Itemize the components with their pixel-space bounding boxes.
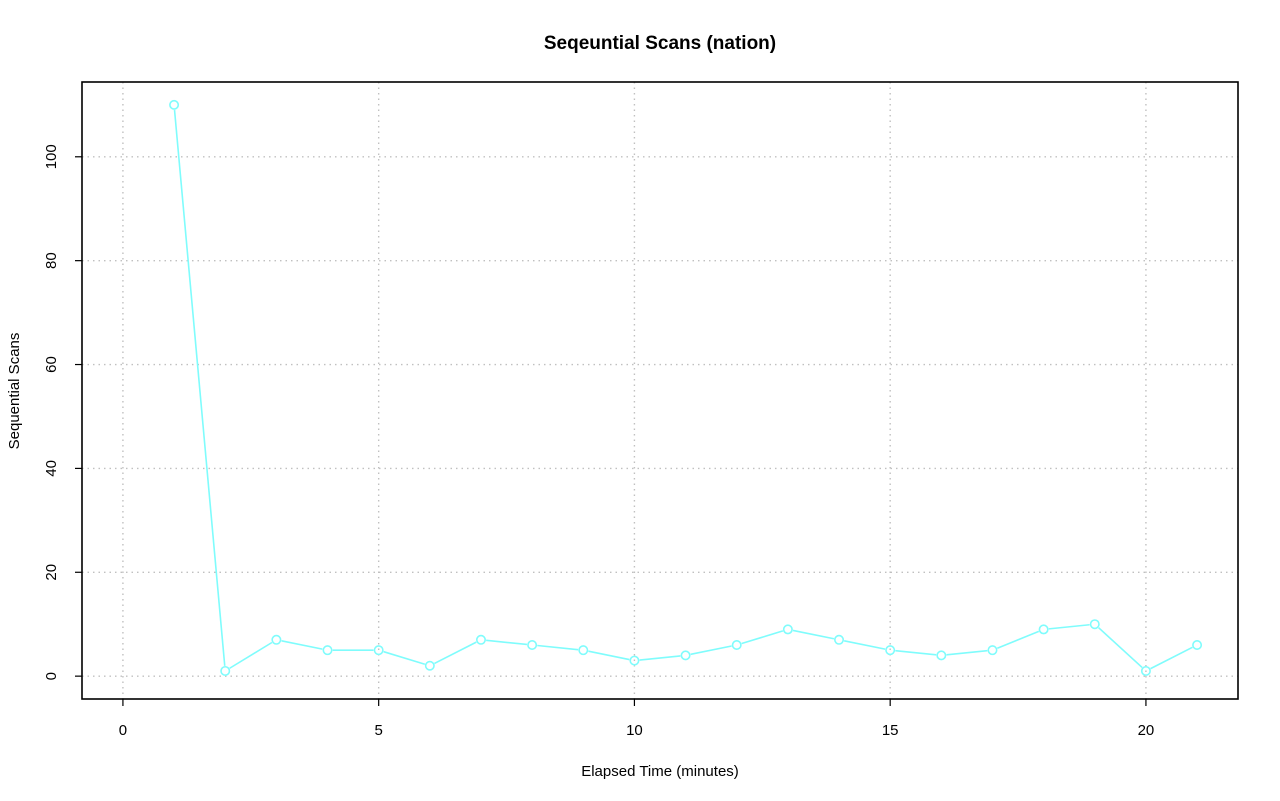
series-line-segment [229,641,273,669]
plot-frame [81,81,1239,700]
grid [82,82,1238,699]
data-point [987,645,998,656]
series-layer [169,99,1203,676]
data-point [578,645,589,656]
data-point [885,645,896,656]
series-line-segment [434,641,477,665]
data-point [373,645,384,656]
data-point [220,665,231,676]
data-point [1089,619,1100,630]
x-tick-label: 10 [626,722,643,739]
y-tick-label: 80 [43,252,60,269]
series-line-segment [1098,627,1143,669]
series-line-segment [690,645,732,656]
series-line-segment [486,639,528,646]
data-point [731,639,742,650]
series-line-segment [741,630,784,645]
data-point [424,660,435,671]
series-line-segment [383,650,426,666]
y-tick-label: 40 [43,460,60,477]
data-point [475,634,486,645]
series-line-segment [588,650,630,661]
axes: 0 5 10 15 20 0 20 40 60 80 100 [43,144,1154,739]
y-tick-label: 60 [43,356,60,373]
x-tick-label: 5 [375,722,383,739]
x-tick-label: 15 [882,722,899,739]
data-point [271,634,282,645]
chart-title: Seqeuntial Scans (nation) [544,33,776,54]
data-point [527,639,538,650]
series-line-segment [843,640,886,650]
data-point [936,650,947,661]
data-point [629,655,640,666]
series-line-segment [1048,623,1090,630]
y-axis-label: Sequential Scans [6,333,23,450]
series-line-segment [895,649,937,656]
data-point [322,645,333,656]
series-line-segment [537,644,579,651]
data-point [169,99,180,110]
data-point [1038,624,1049,635]
series-line-segment [946,649,988,656]
data-point [1140,665,1151,676]
series-line-segment [281,640,323,650]
y-tick-label: 0 [43,672,60,680]
x-tick-label: 0 [119,722,127,739]
x-tick-label: 20 [1138,722,1155,739]
series-line-segment [639,655,681,661]
data-point [782,624,793,635]
series-line-segment [792,629,835,640]
data-point [1192,639,1203,650]
y-tick-label: 100 [43,144,60,169]
series-line-segment [1150,646,1193,670]
series-line-segment [173,109,226,666]
data-point [834,634,845,645]
x-axis-label: Elapsed Time (minutes) [581,763,739,780]
y-tick-label: 20 [43,564,60,581]
series-line-segment [996,630,1040,649]
data-point [680,650,691,661]
